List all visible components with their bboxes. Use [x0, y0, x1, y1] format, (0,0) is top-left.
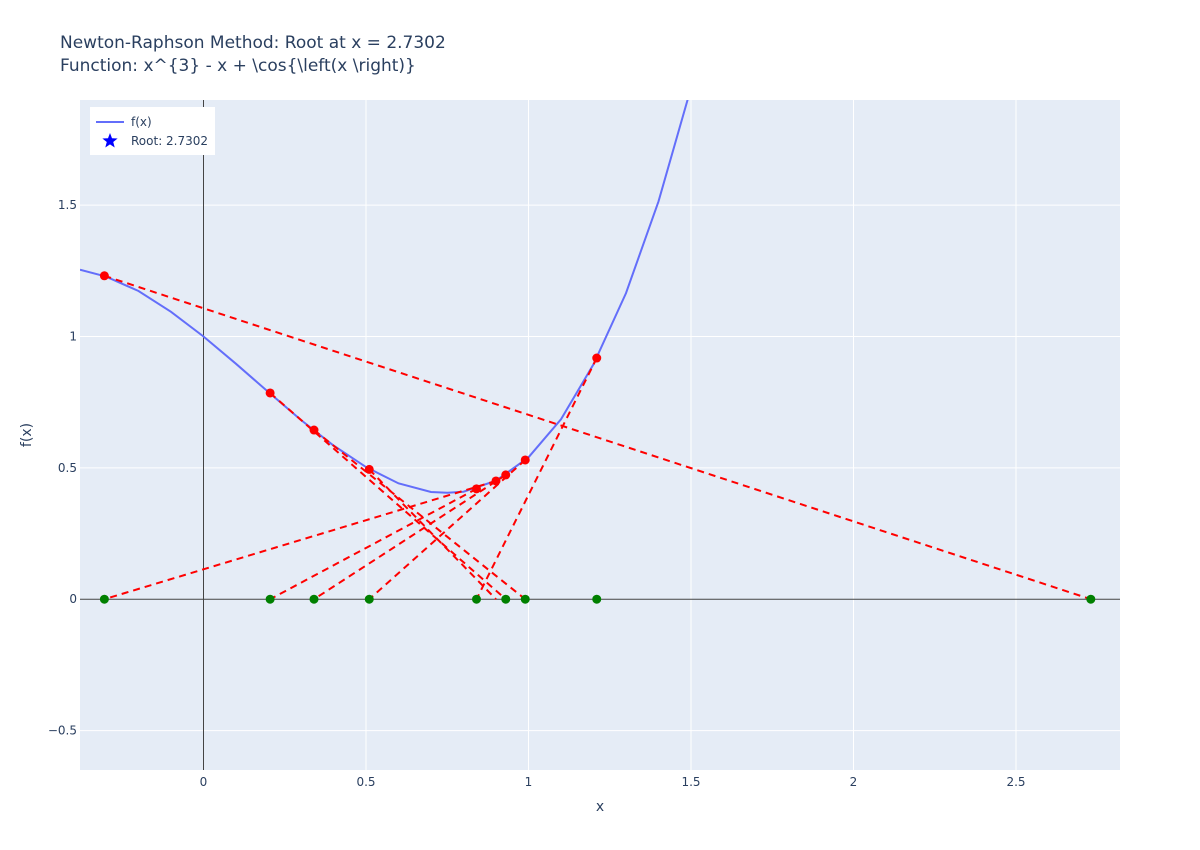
- tangent-line: [104, 274, 1092, 601]
- legend-label-root: Root: 2.7302: [131, 134, 208, 148]
- y-tick-label: −0.5: [48, 724, 77, 738]
- grid-layer: [80, 100, 1120, 770]
- axis-intercept-point: [592, 594, 602, 604]
- iteration-point: [472, 484, 481, 494]
- function-curve-layer: [80, 100, 689, 494]
- tangent-line: [269, 392, 507, 600]
- x-tick-label: 2: [850, 775, 858, 789]
- y-tick-label: 1.5: [58, 198, 77, 212]
- iteration-point: [592, 353, 602, 363]
- y-tick-label: 0: [69, 592, 77, 606]
- legend-label-function: f(x): [131, 115, 152, 129]
- function-curve-line: [80, 100, 689, 494]
- tangent-line: [269, 487, 477, 601]
- x-tick-label: 2.5: [1006, 775, 1025, 789]
- iteration-point: [520, 455, 530, 465]
- tangent-line: [368, 468, 497, 600]
- star-icon: [102, 133, 118, 148]
- iteration-point: [364, 464, 374, 474]
- tangent-lines-layer: [104, 274, 1092, 601]
- x-tick-label: 0.5: [356, 775, 375, 789]
- y-tick-label: 1: [69, 329, 77, 343]
- iteration-point: [501, 470, 511, 480]
- axis-intercept-point: [501, 594, 511, 604]
- legend-box: [90, 107, 215, 155]
- tick-labels: 0 0.5 1 1.5 2 2.5 −0.5 0 0.5 1 1.5: [48, 198, 1026, 789]
- y-tick-label: 0.5: [58, 461, 77, 475]
- tangent-line: [313, 474, 507, 601]
- tangent-line: [475, 357, 598, 600]
- plot-background: [80, 100, 1120, 770]
- chart-title: Newton-Raphson Method: Root at x = 2.730…: [60, 33, 446, 53]
- axis-intercept-point: [472, 594, 481, 604]
- iteration-point: [99, 271, 109, 281]
- legend[interactable]: f(x) Root: 2.7302: [90, 107, 215, 155]
- x-axis-label: x: [596, 799, 604, 815]
- x-tick-label: 1.5: [681, 775, 700, 789]
- x-tick-label: 0: [200, 775, 208, 789]
- markers-layer: [99, 271, 1096, 604]
- axis-intercept-point: [99, 594, 109, 604]
- tangent-line: [368, 459, 526, 600]
- y-axis-label: f(x): [19, 423, 35, 447]
- axis-intercept-point: [1086, 594, 1096, 604]
- data-layer: [80, 100, 1096, 604]
- axis-intercept-point: [309, 594, 319, 604]
- axis-intercept-point: [520, 594, 530, 604]
- tangent-line: [313, 429, 526, 600]
- axis-intercept-point: [265, 594, 275, 604]
- x-tick-label: 1: [525, 775, 533, 789]
- chart-subtitle: Function: x^{3} - x + \cos{\left(x \righ…: [60, 56, 416, 76]
- iteration-point: [265, 388, 275, 398]
- iteration-point: [491, 476, 501, 486]
- axis-intercept-point: [364, 594, 374, 604]
- tangent-line: [104, 480, 497, 601]
- iteration-point: [309, 425, 319, 435]
